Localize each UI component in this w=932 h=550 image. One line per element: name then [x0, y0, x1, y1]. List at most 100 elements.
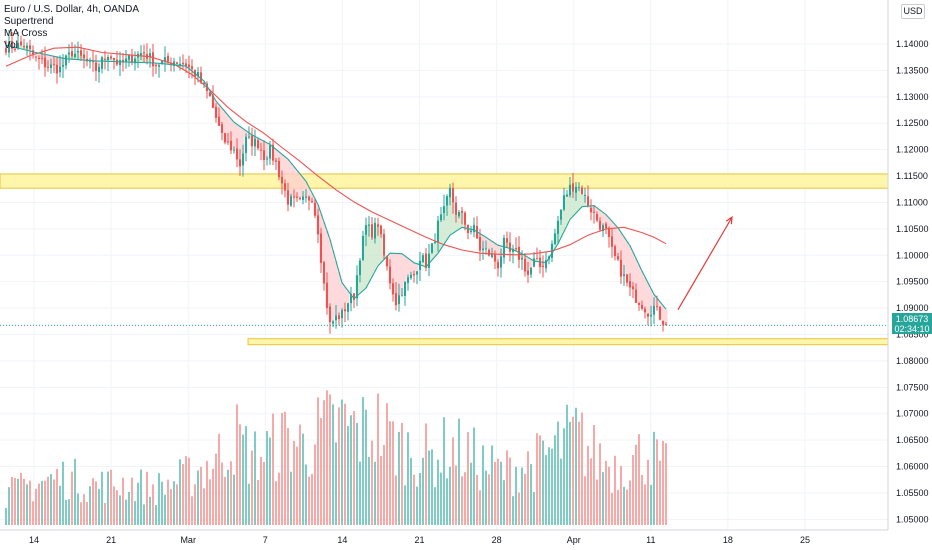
candle	[371, 217, 373, 240]
volume-bar	[593, 425, 595, 525]
volume-bar	[389, 421, 391, 525]
candle-body	[8, 41, 10, 53]
candle-body	[236, 148, 238, 160]
candle	[437, 216, 439, 252]
volume-bar	[167, 479, 169, 525]
volume-bar	[314, 444, 316, 525]
candle-body	[125, 58, 127, 62]
candle	[113, 57, 115, 70]
volume-bar	[104, 502, 106, 525]
candle	[365, 217, 367, 247]
candle	[116, 50, 118, 66]
candle-body	[164, 57, 166, 62]
candle-body	[269, 145, 271, 159]
volume-bar	[452, 437, 454, 525]
candle-body	[104, 58, 106, 60]
volume-bar	[365, 409, 367, 525]
candle-body	[365, 225, 367, 235]
volume-bar	[494, 461, 496, 525]
candle-body	[647, 313, 649, 317]
candle-body	[92, 60, 94, 63]
candle-body	[437, 220, 439, 243]
candle	[281, 170, 283, 195]
candle-body	[215, 106, 217, 118]
price-tick-label: 1.07500	[896, 382, 929, 392]
supertrend-band	[391, 253, 395, 295]
candle-body	[608, 227, 610, 237]
candle-body	[302, 196, 304, 200]
candle-body	[410, 274, 412, 279]
volume-bar	[194, 484, 196, 525]
candle	[578, 182, 580, 192]
volume-bar	[110, 469, 112, 525]
candle-body	[176, 62, 178, 64]
candle-body	[11, 40, 13, 49]
candle-body	[464, 212, 466, 225]
legend-ma-cross[interactable]: MA Cross	[4, 28, 48, 39]
volume-bar	[164, 494, 166, 525]
candle	[242, 144, 244, 177]
candle-body	[512, 248, 514, 252]
candle-body	[641, 304, 643, 309]
candle	[353, 292, 355, 309]
price-tick-label: 1.13500	[896, 65, 929, 75]
volume-bar	[542, 440, 544, 525]
candle-body	[41, 58, 43, 60]
volume-bar	[644, 484, 646, 525]
volume-bar	[212, 468, 214, 525]
candle-body	[614, 246, 616, 257]
candle-body	[599, 220, 601, 230]
price-tick-label: 1.08000	[896, 356, 929, 366]
candle-body	[32, 50, 34, 55]
candle-body	[566, 194, 568, 197]
supertrend-band	[571, 191, 575, 217]
candle-body	[656, 306, 658, 308]
candle-body	[605, 223, 607, 229]
legend-volume[interactable]: Vol	[4, 40, 18, 51]
candle	[497, 259, 499, 277]
candle	[554, 228, 556, 245]
candle	[560, 209, 562, 225]
candle	[599, 217, 601, 232]
candle	[368, 215, 370, 237]
candle	[665, 321, 667, 326]
candle-body	[311, 201, 313, 203]
candle	[107, 54, 109, 72]
candle-body	[248, 136, 250, 138]
volume-bar	[14, 478, 16, 525]
candle	[149, 48, 151, 68]
candle	[23, 38, 25, 50]
candle	[500, 248, 502, 278]
time-tick-label: Mar	[180, 535, 196, 545]
legend-symbol[interactable]: Euro / U.S. Dollar, 4h, OANDA	[4, 4, 140, 15]
volume-bar	[641, 475, 643, 525]
volume-bar	[89, 486, 91, 525]
supertrend-band	[535, 259, 539, 262]
annotations[interactable]	[0, 216, 888, 326]
volume-bar	[137, 482, 139, 525]
candle	[605, 221, 607, 235]
candle	[29, 39, 31, 61]
candle-body	[26, 45, 28, 49]
candle-body	[407, 277, 409, 283]
legend-supertrend[interactable]: Supertrend	[4, 16, 54, 27]
candle-body	[197, 72, 199, 77]
volume-bar	[629, 480, 631, 525]
candle	[392, 278, 394, 302]
time-tick-label: 14	[337, 535, 347, 545]
currency-button[interactable]: USD	[901, 4, 925, 19]
volume-bar	[560, 458, 562, 525]
candle	[47, 60, 49, 72]
price-tick-label: 1.12000	[896, 145, 929, 155]
candle-body	[404, 281, 406, 297]
candle-body	[359, 260, 361, 275]
candle	[134, 51, 136, 71]
supertrend-band	[280, 154, 284, 184]
supertrend-band	[622, 236, 626, 275]
candle-body	[545, 260, 547, 269]
candle-body	[431, 243, 433, 253]
volume-bar	[410, 457, 412, 525]
candle	[314, 197, 316, 219]
volume-bar	[308, 476, 310, 525]
